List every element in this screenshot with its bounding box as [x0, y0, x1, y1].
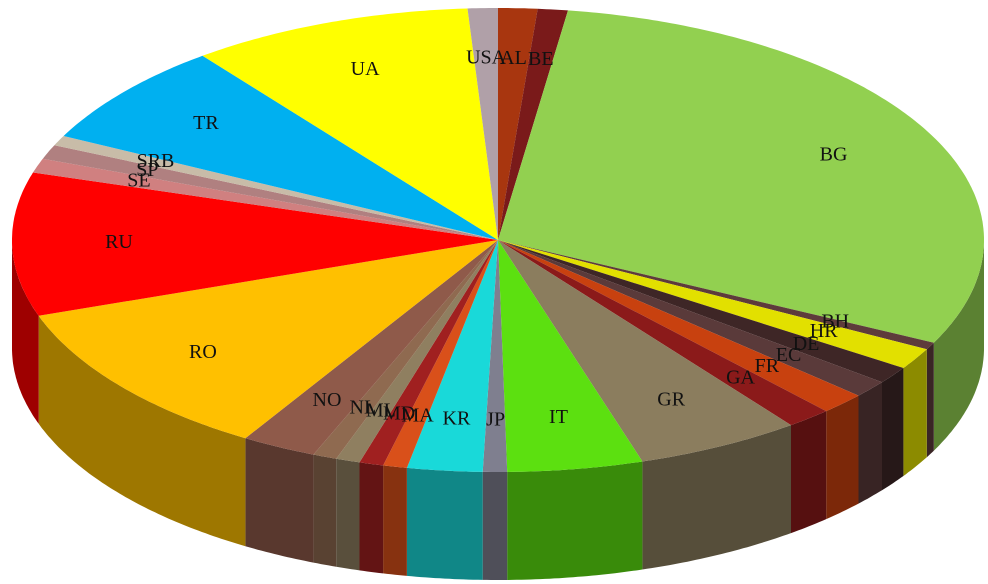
slice-label: BG — [820, 143, 848, 165]
slice-label: BE — [528, 48, 554, 70]
slice — [498, 8, 568, 240]
slice — [467, 8, 498, 240]
slice-label: IT — [549, 406, 568, 428]
slice-label: RU — [105, 231, 133, 253]
slice-side — [245, 438, 314, 563]
slice-label: SP — [136, 159, 158, 181]
slice — [498, 8, 538, 240]
slice-label: TR — [193, 112, 219, 134]
slice — [313, 240, 498, 459]
slice — [202, 8, 498, 240]
slice-label: GA — [726, 367, 755, 389]
slice — [498, 240, 904, 383]
slice — [38, 240, 498, 439]
slice — [498, 10, 984, 343]
slice-label: FR — [755, 355, 780, 377]
slice-label: EC — [776, 344, 802, 366]
slice — [33, 158, 498, 240]
slice-side — [507, 461, 643, 580]
slice-label: KR — [443, 407, 471, 429]
slice-side — [313, 454, 337, 567]
slice — [498, 240, 791, 462]
slice — [12, 172, 498, 316]
slice-label: JP — [486, 409, 505, 431]
slice-label: NO — [313, 389, 342, 411]
slice — [359, 240, 498, 466]
slice — [498, 240, 934, 350]
slice-side — [642, 425, 791, 570]
slice — [498, 240, 827, 426]
slice-side — [12, 240, 39, 424]
slice — [498, 240, 859, 412]
slice-side — [882, 368, 904, 491]
slice-label: AL — [500, 47, 527, 69]
slice-side — [359, 462, 384, 574]
slice-label: BH — [821, 310, 849, 332]
slice — [383, 240, 498, 468]
slice-side — [791, 411, 827, 534]
slice-label: DE — [793, 333, 820, 355]
slice — [482, 240, 508, 472]
slice-label: UA — [351, 58, 380, 80]
slice — [54, 136, 499, 240]
slice-side — [38, 315, 246, 547]
slice-side — [383, 465, 407, 576]
slice-side — [406, 467, 483, 580]
slice — [498, 240, 643, 472]
slice — [336, 240, 498, 463]
slice-side — [826, 395, 859, 520]
slice — [63, 55, 498, 240]
slice-side — [926, 342, 934, 458]
slice-label: MD — [383, 402, 415, 424]
slice-label: GR — [657, 389, 685, 411]
slice — [498, 240, 927, 368]
slice-side — [903, 349, 927, 476]
slice — [245, 240, 498, 455]
slice-label: RO — [189, 341, 217, 363]
slice-label: HR — [810, 320, 838, 342]
slice-label: SRB — [137, 150, 175, 172]
slice-label: NL — [350, 397, 377, 419]
slice — [42, 145, 499, 240]
slice-label: ML — [366, 400, 396, 422]
slice — [406, 240, 498, 472]
slice-side — [933, 240, 984, 451]
slice — [498, 240, 882, 396]
slice-label: SE — [127, 170, 150, 192]
slice-side — [336, 458, 360, 571]
slice-side — [482, 471, 508, 580]
slice-label: MA — [402, 404, 435, 426]
slice-side — [858, 382, 882, 504]
slice-label: USA — [466, 47, 507, 69]
